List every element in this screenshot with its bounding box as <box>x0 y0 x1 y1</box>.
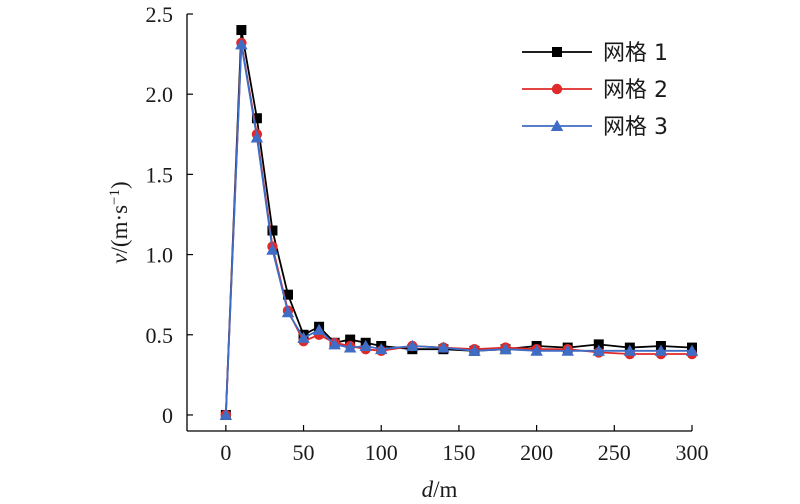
legend-entry: 网格 3 <box>522 115 668 140</box>
data-point <box>343 341 357 353</box>
data-point <box>499 343 512 355</box>
data-point <box>375 343 388 355</box>
data-point <box>592 344 605 356</box>
data-point <box>251 113 262 124</box>
y-tick-label: 2.0 <box>146 82 174 107</box>
legend-label: 网格 2 <box>603 78 668 103</box>
data-point <box>250 131 264 143</box>
legend-label: 网格 1 <box>603 41 668 66</box>
x-tick-label: 200 <box>520 440 553 465</box>
data-point <box>593 339 604 350</box>
data-point <box>468 344 481 356</box>
legend: 网格 1 网格 2 网格 3 <box>522 41 668 140</box>
y-axis-title: v/(m·s−1) <box>107 181 132 263</box>
legend-marker <box>550 119 564 131</box>
legend-marker <box>551 83 563 95</box>
data-point <box>406 339 419 351</box>
data-point <box>235 38 248 50</box>
x-tick-label: 100 <box>365 440 398 465</box>
data-point <box>685 344 699 356</box>
data-point <box>281 306 295 318</box>
data-point <box>623 344 637 356</box>
y-tick-label: 1.0 <box>146 243 174 268</box>
y-tick-label: 1.5 <box>146 162 174 187</box>
x-tick-label: 250 <box>598 440 631 465</box>
x-tick-label: 150 <box>442 440 475 465</box>
legend-entry: 网格 1 <box>522 41 668 66</box>
x-tick-label: 50 <box>293 440 315 465</box>
series-3 <box>219 38 699 420</box>
data-point <box>359 339 372 351</box>
x-axis-title: d/m <box>422 477 458 502</box>
y-tick-label: 2.5 <box>146 2 174 27</box>
x-tick-label: 300 <box>676 440 709 465</box>
legend-label: 网格 3 <box>603 115 668 140</box>
data-point <box>266 243 279 255</box>
data-point <box>437 341 450 353</box>
data-point <box>328 338 341 350</box>
data-point <box>561 344 574 356</box>
data-point <box>283 289 293 300</box>
data-point <box>219 408 233 420</box>
data-point <box>267 225 278 236</box>
data-point <box>530 344 543 356</box>
legend-marker <box>552 47 562 57</box>
x-tick-label: 0 <box>220 440 231 465</box>
y-tick-label: 0.5 <box>146 323 174 348</box>
y-tick-label: 0 <box>162 403 173 428</box>
data-point <box>654 344 668 356</box>
legend-entry: 网格 2 <box>522 78 668 103</box>
series-layer <box>219 25 699 421</box>
data-point <box>312 323 326 335</box>
data-point <box>236 25 247 36</box>
data-point <box>345 334 356 345</box>
axes: 0 50 100 150 200 250 300 0 0.5 1.0 1.5 2.0 2.5 <box>146 2 709 465</box>
data-point <box>297 331 310 343</box>
